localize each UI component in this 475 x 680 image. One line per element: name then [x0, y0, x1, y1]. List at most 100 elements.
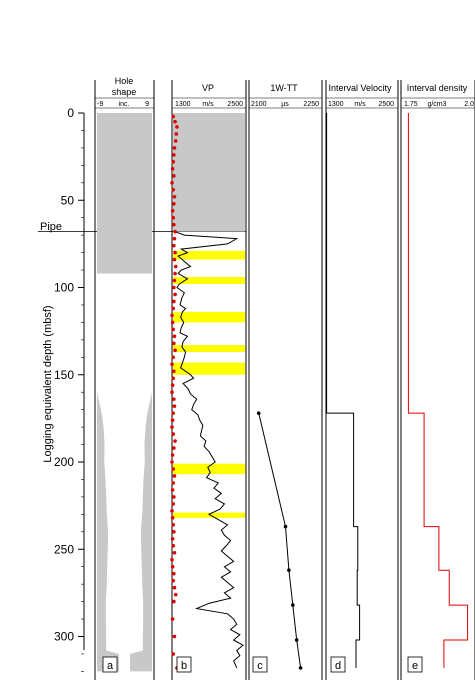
vp-point [170, 362, 174, 367]
owtt-point [291, 603, 295, 607]
vp-point [171, 411, 176, 415]
vp-point [172, 571, 176, 576]
vp-point [170, 564, 175, 569]
vp-highlight-0 [173, 250, 245, 260]
vp-point [170, 516, 175, 520]
panel-e-scale-unit: g/cm3 [427, 101, 446, 108]
vp-point [171, 376, 176, 381]
panel-b-letter: b [181, 660, 187, 672]
vp-point [171, 114, 176, 119]
panel-c-scale-left: 2100 [251, 101, 267, 108]
vp-point [172, 201, 176, 206]
vp-point [172, 599, 176, 604]
vp-point [170, 208, 175, 213]
vp-point [170, 425, 174, 429]
vp-point [171, 327, 176, 332]
vp-point [170, 509, 174, 513]
vp-point [171, 306, 176, 311]
vp-point [172, 153, 176, 157]
y-tick-label-200: 200 [54, 455, 74, 469]
vp-point [172, 334, 177, 339]
vp-point [173, 592, 178, 597]
vp-point [174, 132, 179, 136]
panel-c-letter: c [257, 660, 263, 672]
y-tick-label-300: 300 [54, 630, 74, 644]
pipe-label: Pipe [40, 221, 62, 233]
panel-c-title: 1W-TT [270, 83, 298, 93]
vp-point [172, 285, 176, 290]
vp-point [172, 530, 176, 534]
vp-point [172, 474, 177, 478]
vp-point [170, 418, 175, 422]
vp-point [171, 578, 176, 583]
vp-point [170, 536, 175, 541]
hole-caliper-right [130, 278, 152, 672]
panel-e-title: Interval density [407, 83, 468, 93]
vp-point [172, 174, 176, 178]
vp-point [173, 119, 177, 124]
vp-point [172, 397, 176, 401]
vp-point [172, 550, 177, 555]
y-tick-label-250: 250 [54, 542, 74, 556]
vp-highlight-4 [173, 362, 245, 375]
panel-b-scale-unit: m/s [202, 101, 214, 108]
vp-point [173, 348, 177, 353]
panel-b-letter-box [176, 656, 192, 673]
vp-point [171, 160, 176, 164]
panel-a-scale-unit: inc. [119, 101, 130, 108]
vp-highlight-3 [173, 345, 245, 353]
vp-point [171, 481, 176, 485]
panel-d-letter: d [335, 660, 341, 672]
panel-d-letter-box [330, 656, 346, 673]
vp-point [173, 139, 178, 143]
interval-velocity-line [326, 113, 361, 668]
panel-vp: VP 1300 m/s 2500 [175, 83, 243, 108]
vp-point [170, 557, 174, 562]
vp-point [171, 215, 176, 220]
panel-1w-tt: 1W-TT 2100 µs 2250 [251, 83, 319, 108]
panel-interval-density: Interval density 1.75 g/cm3 2.0 [404, 83, 474, 108]
vp-point [172, 222, 176, 227]
vp-point [171, 432, 176, 436]
panel-d-scale-unit: m/s [354, 101, 366, 108]
y-tick-label-0: 0 [67, 106, 74, 120]
panel-d-title: Interval Velocity [328, 83, 392, 93]
interval-density-line [407, 113, 469, 668]
panel-e-scale-right: 2.0 [464, 101, 474, 108]
panel-e-letter: e [412, 660, 418, 672]
panel-a-scale-left: -9 [97, 101, 103, 108]
vp-point [170, 167, 175, 171]
y-axis-label: Logging equivalent depth (mbsf) [42, 305, 54, 462]
vp-highlight-2 [173, 311, 245, 323]
vp-point [171, 652, 176, 656]
depth-axis: Logging equivalent depth (mbsf) 0 50 100 15… [42, 106, 85, 672]
vp-point [172, 495, 176, 499]
vp-point [170, 460, 174, 464]
vp-point [171, 543, 176, 548]
panel-b-title: VP [202, 83, 214, 93]
panel-a-title-line2: shape [112, 87, 137, 97]
panel-c-scale-right: 2250 [303, 101, 319, 108]
vp-highlight-6 [173, 512, 245, 518]
vp-point [172, 194, 177, 199]
vp-point [170, 181, 174, 185]
vp-point [172, 236, 177, 241]
panel-e-letter-box [407, 656, 423, 673]
panel-a-scale-right: 9 [145, 101, 149, 108]
vp-point [172, 341, 176, 346]
hole-cased-fill [97, 113, 152, 274]
owtt-point [298, 666, 303, 670]
vp-point [172, 299, 176, 304]
vp-point [170, 313, 174, 318]
vp-point [170, 383, 175, 388]
vp-point [170, 390, 174, 395]
vp-point [173, 264, 178, 269]
vp-highlight-1 [173, 277, 245, 285]
vp-point [170, 617, 175, 621]
vp-point [172, 146, 177, 150]
vp-point [172, 369, 176, 374]
vp-point [173, 250, 177, 255]
panel-b-scale-left: 1300 [175, 101, 191, 108]
panel-hole-shape: Hole shape -9 inc. 9 [97, 76, 149, 108]
